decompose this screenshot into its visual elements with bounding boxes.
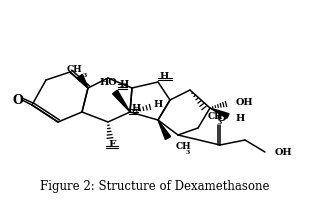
Text: H: H	[153, 100, 163, 109]
Text: HO: HO	[99, 78, 117, 87]
Text: 3: 3	[186, 149, 190, 154]
Text: F: F	[108, 140, 116, 149]
Text: CH: CH	[208, 112, 224, 121]
Text: H: H	[119, 80, 129, 89]
Text: H: H	[159, 72, 169, 81]
Polygon shape	[210, 108, 229, 119]
Text: Figure 2: Structure of Dexamethasone: Figure 2: Structure of Dexamethasone	[40, 179, 270, 192]
Polygon shape	[113, 91, 130, 112]
Text: O: O	[216, 112, 226, 123]
Text: CH: CH	[176, 142, 192, 151]
Text: O: O	[13, 94, 24, 107]
Polygon shape	[158, 120, 170, 140]
Text: 3: 3	[218, 119, 222, 124]
Text: CH: CH	[66, 64, 82, 73]
Text: H: H	[131, 104, 141, 113]
Text: H: H	[236, 114, 245, 123]
Text: OH: OH	[275, 148, 293, 157]
Polygon shape	[78, 75, 88, 89]
Text: OH: OH	[236, 98, 254, 107]
Text: 3: 3	[83, 73, 87, 78]
